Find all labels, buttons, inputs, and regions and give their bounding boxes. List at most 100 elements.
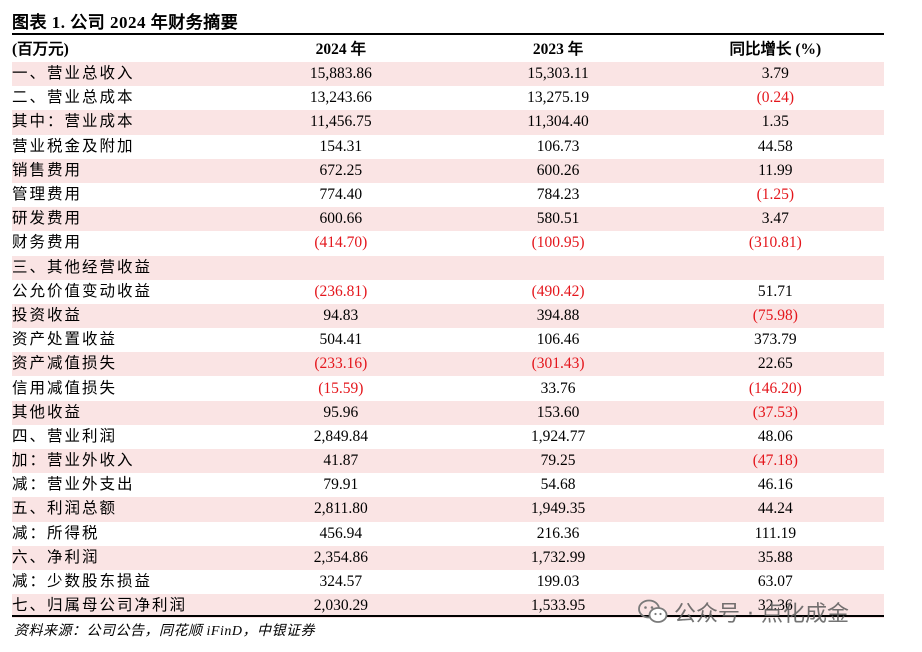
value-yoy: (47.18) [666,449,884,474]
table-row: 减：少数股东损益 324.57 199.03 63.07 [12,569,884,595]
row-label: 管理费用 [12,182,233,208]
value-2023: 1,949.35 [449,497,667,522]
value-2024: 41.87 [232,449,450,474]
value-yoy: 3.47 [666,207,884,232]
value-2024: 600.66 [232,207,450,232]
row-label: 公允价值变动收益 [12,279,233,304]
value-2024: 11,456.75 [232,110,450,135]
value-yoy: 32.36 [666,594,884,619]
value-2023: 79.25 [449,449,667,474]
value-2023: 33.76 [449,376,667,401]
row-label: 研发费用 [12,207,233,232]
value-2024: 672.25 [232,158,450,183]
table-row: 研发费用 600.66 580.51 3.47 [12,207,884,232]
table-row: 三、其他经营收益 [12,255,884,280]
value-yoy: 373.79 [666,328,884,353]
table-row: 公允价值变动收益 (236.81) (490.42) 51.71 [12,279,884,304]
value-2024: 79.91 [232,473,450,498]
value-2023: 580.51 [449,207,667,232]
value-2024: 774.40 [232,182,450,208]
row-label: 减：所得税 [12,521,233,546]
table-row: 销售费用 672.25 600.26 11.99 [12,158,884,183]
value-yoy: 46.16 [666,473,884,498]
value-2024: 456.94 [232,521,450,546]
row-label: 销售费用 [12,158,233,183]
table-row: 资产减值损失 (233.16) (301.43) 22.65 [12,352,884,377]
value-2023: 15,303.11 [449,62,667,87]
value-2024: (15.59) [232,376,450,401]
value-yoy: 1.35 [666,110,884,135]
value-2023: (490.42) [449,279,667,304]
yoy-growth-header: 同比增长 (%) [729,40,822,58]
table-row: 一、营业总收入 15,883.86 15,303.11 3.79 [12,62,884,87]
table-row: 四、营业利润 2,849.84 1,924.77 48.06 [12,424,884,449]
value-2023: 784.23 [449,182,667,208]
value-2024: 504.41 [232,328,450,353]
table-header-row: (百万元) 2024 年 2023 年 同比增长 (%) [12,37,884,62]
value-yoy: 111.19 [666,521,884,546]
value-2023: 11,304.40 [449,110,667,135]
table-row: 五、利润总额 2,811.80 1,949.35 44.24 [12,497,884,522]
table-row: 营业税金及附加 154.31 106.73 44.58 [12,134,884,159]
unit-header: (百万元) [12,40,69,58]
figure-title: 图表 1. 公司 2024 年财务摘要 [12,13,239,32]
row-label: 减：少数股东损益 [12,569,233,595]
value-2023 [449,255,667,280]
value-2023: 106.73 [449,134,667,159]
value-2023: (100.95) [449,231,667,256]
value-yoy: (146.20) [666,376,884,401]
value-2024: (236.81) [232,279,450,304]
value-2023: (301.43) [449,352,667,377]
wechat-icon [638,599,668,625]
table-row: 其中：营业成本 11,456.75 11,304.40 1.35 [12,110,884,135]
value-2023: 216.36 [449,521,667,546]
value-2024: 2,354.86 [232,545,450,570]
value-yoy: (310.81) [666,231,884,256]
value-2024: 324.57 [232,569,450,595]
table-row: 加：营业外收入 41.87 79.25 (47.18) [12,449,884,474]
year-2023-header: 2023 年 [532,40,584,58]
row-label: 资产减值损失 [12,352,233,377]
financial-summary-table: (百万元) 2024 年 2023 年 同比增长 (%) 一、营业总收入 15,8… [12,37,884,619]
value-2024: 2,030.29 [232,594,450,619]
value-2024: (233.16) [232,352,450,377]
table-row: 资产处置收益 504.41 106.46 373.79 [12,328,884,353]
row-label: 信用减值损失 [12,376,233,401]
value-yoy: (37.53) [666,400,884,425]
value-yoy: (1.25) [666,182,884,208]
row-label: 四、营业利润 [12,424,233,449]
table-row: 投资收益 94.83 394.88 (75.98) [12,303,884,329]
row-label: 加：营业外收入 [12,449,233,474]
top-rule [12,33,884,35]
value-2023: 153.60 [449,400,667,425]
watermark-text: 公众号 · 点化成金 [674,602,849,627]
value-yoy: (75.98) [666,303,884,329]
value-2024 [232,255,450,280]
value-yoy: 51.71 [666,279,884,304]
row-label: 财务费用 [12,231,233,256]
value-2024: 13,243.66 [232,86,450,111]
value-2024: 2,849.84 [232,424,450,449]
value-yoy: (0.24) [666,86,884,111]
value-yoy: 35.88 [666,545,884,570]
source-note: 资料来源：公司公告，同花顺 iFinD，中银证券 [14,624,315,639]
value-2023: 199.03 [449,569,667,595]
value-2023: 54.68 [449,473,667,498]
row-label: 投资收益 [12,303,233,329]
value-2023: 1,924.77 [449,424,667,449]
value-yoy: 48.06 [666,424,884,449]
value-2024: (414.70) [232,231,450,256]
value-2024: 154.31 [232,134,450,159]
value-2024: 94.83 [232,303,450,329]
row-label: 五、利润总额 [12,497,233,522]
value-2023: 1,732.99 [449,545,667,570]
row-label: 二、营业总成本 [12,86,233,111]
row-label: 七、归属母公司净利润 [12,594,233,619]
value-yoy: 44.58 [666,134,884,159]
value-yoy: 63.07 [666,569,884,595]
table-row: 七、归属母公司净利润 2,030.29 1,533.95 32.36 [12,594,884,619]
row-label: 三、其他经营收益 [12,255,233,280]
watermark: 公众号 · 点化成金 [638,597,849,627]
table-row: 管理费用 774.40 784.23 (1.25) [12,182,884,208]
value-yoy: 3.79 [666,62,884,87]
